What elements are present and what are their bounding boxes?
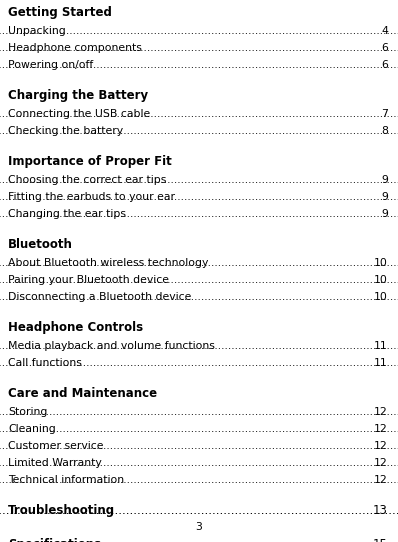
Text: 9: 9 [381,175,388,185]
Text: ................................................................................: ........................................… [0,175,398,185]
Text: 9: 9 [381,209,388,219]
Text: ................................................................................: ........................................… [0,441,398,451]
Text: Care and Maintenance: Care and Maintenance [8,387,157,400]
Text: 12: 12 [374,475,388,485]
Text: 12: 12 [374,424,388,434]
Text: Media playback and volume functions: Media playback and volume functions [8,341,215,351]
Text: About Bluetooth wireless technology: About Bluetooth wireless technology [8,258,209,268]
Text: ................................................................................: ........................................… [0,341,398,351]
Text: Troubleshooting: Troubleshooting [8,504,115,517]
Text: ................................................................................: ........................................… [0,43,398,53]
Text: 12: 12 [374,441,388,451]
Text: 10: 10 [374,258,388,268]
Text: Getting Started: Getting Started [8,6,112,19]
Text: Cleaning: Cleaning [8,424,56,434]
Text: 6: 6 [381,60,388,70]
Text: 15: 15 [373,538,388,542]
Text: 4: 4 [381,26,388,36]
Text: Specifications: Specifications [8,538,101,542]
Text: ................................................................................: ........................................… [0,60,398,70]
Text: 12: 12 [374,407,388,417]
Text: Unpacking: Unpacking [8,26,66,36]
Text: ................................................................................: ........................................… [0,126,398,136]
Text: ................................................................................: ........................................… [0,504,398,517]
Text: 7: 7 [381,109,388,119]
Text: 6: 6 [381,43,388,53]
Text: ................................................................................: ........................................… [0,358,398,368]
Text: Checking the battery: Checking the battery [8,126,123,136]
Text: Storing: Storing [8,407,47,417]
Text: Limited Warranty: Limited Warranty [8,458,102,468]
Text: 3: 3 [195,522,203,532]
Text: 12: 12 [374,458,388,468]
Text: Technical information: Technical information [8,475,124,485]
Text: ................................................................................: ........................................… [0,538,398,542]
Text: 11: 11 [374,341,388,351]
Text: Call functions: Call functions [8,358,82,368]
Text: 11: 11 [374,358,388,368]
Text: ................................................................................: ........................................… [0,292,398,302]
Text: ................................................................................: ........................................… [0,209,398,219]
Text: ................................................................................: ........................................… [0,109,398,119]
Text: 10: 10 [374,275,388,285]
Text: ................................................................................: ........................................… [0,424,398,434]
Text: ................................................................................: ........................................… [0,275,398,285]
Text: 9: 9 [381,192,388,202]
Text: 13: 13 [373,504,388,517]
Text: Choosing the correct ear tips: Choosing the correct ear tips [8,175,166,185]
Text: Customer service: Customer service [8,441,103,451]
Text: ................................................................................: ........................................… [0,192,398,202]
Text: ................................................................................: ........................................… [0,475,398,485]
Text: Pairing your Bluetooth device: Pairing your Bluetooth device [8,275,169,285]
Text: ................................................................................: ........................................… [0,458,398,468]
Text: Bluetooth: Bluetooth [8,238,73,251]
Text: Connecting the USB cable: Connecting the USB cable [8,109,150,119]
Text: Changing the ear tips: Changing the ear tips [8,209,126,219]
Text: ................................................................................: ........................................… [0,407,398,417]
Text: 8: 8 [381,126,388,136]
Text: ................................................................................: ........................................… [0,26,398,36]
Text: 10: 10 [374,292,388,302]
Text: Fitting the earbuds to your ear: Fitting the earbuds to your ear [8,192,175,202]
Text: Headphone components: Headphone components [8,43,142,53]
Text: Powering on/off: Powering on/off [8,60,93,70]
Text: Charging the Battery: Charging the Battery [8,89,148,102]
Text: Disconnecting a Bluetooth device: Disconnecting a Bluetooth device [8,292,191,302]
Text: ................................................................................: ........................................… [0,258,398,268]
Text: Headphone Controls: Headphone Controls [8,321,143,334]
Text: Importance of Proper Fit: Importance of Proper Fit [8,155,172,168]
